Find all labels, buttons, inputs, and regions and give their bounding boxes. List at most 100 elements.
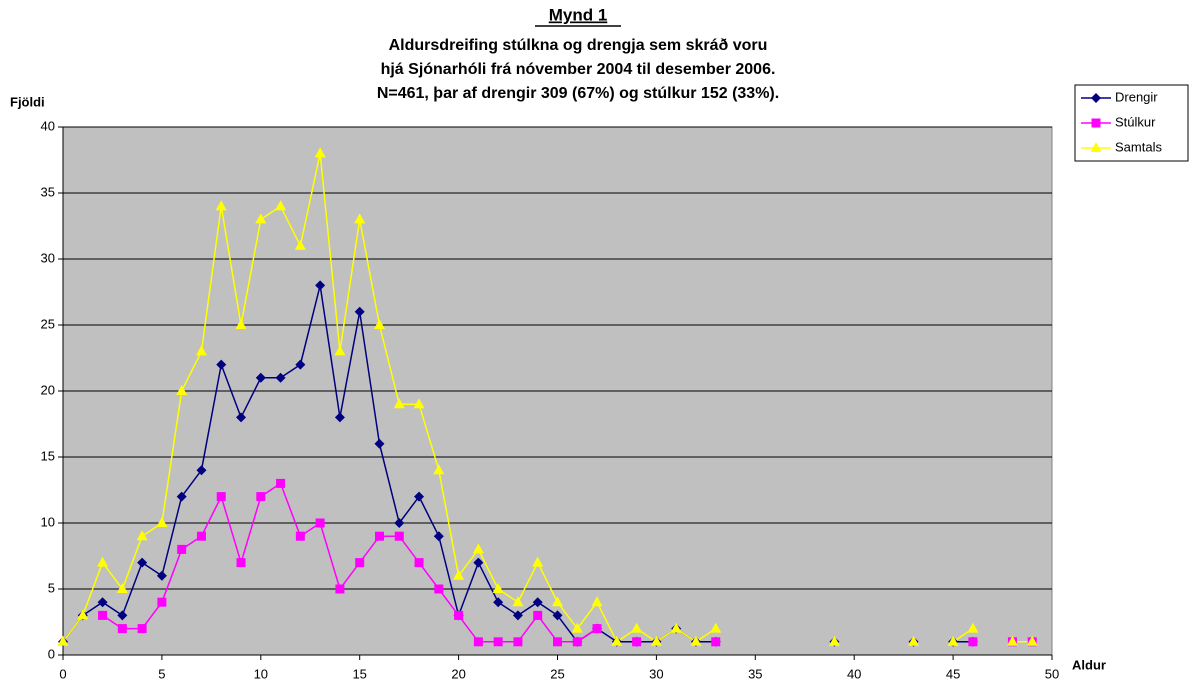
y-tick-label: 40 [41,118,55,133]
data-point [355,558,365,568]
data-point [454,610,464,620]
data-point [215,200,227,211]
y-tick-label: 25 [41,316,55,331]
data-point [354,306,365,317]
data-point [670,622,682,633]
data-point [276,478,286,488]
data-point [117,610,128,621]
data-point [137,557,148,568]
data-point [256,492,266,502]
data-point [1026,635,1038,646]
data-point [156,570,167,581]
x-tick-label: 45 [946,666,960,681]
data-point [453,569,465,580]
data-point [611,635,623,646]
data-point [156,517,168,527]
data-point [434,584,444,594]
data-point [532,556,544,567]
data-point [828,635,840,646]
legend-marker [1090,142,1102,152]
data-point [176,385,188,395]
data-point [275,372,286,383]
data-point [334,412,345,423]
data-point [512,610,523,621]
x-tick-label: 0 [59,666,66,681]
data-point [533,610,543,620]
data-point [295,531,305,541]
x-tick-label: 25 [550,666,564,681]
x-tick-label: 30 [649,666,663,681]
data-point [97,556,109,567]
data-point [968,637,978,647]
subtitle: N=461, þar af drengir 309 (67%) og stúlk… [377,85,779,102]
data-point [631,622,643,633]
data-point [512,596,524,607]
data-point [394,518,405,528]
data-point [196,465,207,476]
data-point [473,557,484,568]
data-point [354,213,366,224]
y-tick-label: 35 [41,184,55,199]
data-point [136,530,148,541]
data-point [947,635,959,646]
data-point [216,492,226,502]
data-point [373,319,385,329]
data-point [433,464,445,475]
legend-label: Drengir [1115,89,1158,104]
data-point [472,543,484,554]
data-point [690,635,702,646]
data-point [177,544,187,554]
legend-marker [1091,118,1101,128]
data-point [413,398,425,409]
x-tick-label: 50 [1045,666,1059,681]
data-point [315,280,326,291]
data-point [157,597,167,607]
x-tick-label: 15 [352,666,366,681]
data-point [967,622,979,633]
y-tick-label: 20 [41,382,55,397]
data-point [711,637,721,647]
data-point [414,558,424,568]
legend-label: Samtals [1115,139,1162,154]
x-tick-label: 20 [451,666,465,681]
data-point [513,637,523,647]
data-point [216,359,227,370]
data-point [176,491,187,502]
y-tick-label: 0 [48,646,55,661]
chart-title: Mynd 1 [549,5,608,24]
data-point [908,635,920,646]
data-point [374,438,385,449]
data-point [77,609,89,620]
data-point [632,637,642,647]
y-axis-label: Fjöldi [10,94,45,109]
data-point [493,637,503,647]
data-point [195,345,207,356]
data-point [236,558,246,568]
data-point [335,584,345,594]
data-point [294,239,306,250]
data-point [433,531,444,542]
data-point [275,200,287,211]
data-point [473,637,483,647]
data-point [98,610,108,620]
data-point [572,637,582,647]
data-point [552,596,563,607]
subtitle: Aldursdreifing stúlkna og drengja sem sk… [389,37,768,54]
x-tick-label: 10 [254,666,268,681]
data-point [374,531,384,541]
data-point [552,610,563,621]
y-tick-label: 5 [48,580,55,595]
data-point [295,359,306,370]
legend-marker [1091,93,1101,103]
data-point [97,597,108,608]
data-point [393,398,405,409]
data-point [235,319,247,329]
data-point [57,635,69,646]
x-tick-label: 5 [158,666,165,681]
x-tick-label: 35 [748,666,762,681]
data-point [571,622,583,633]
data-point [137,624,147,634]
data-point [334,345,346,356]
data-point [591,596,603,607]
